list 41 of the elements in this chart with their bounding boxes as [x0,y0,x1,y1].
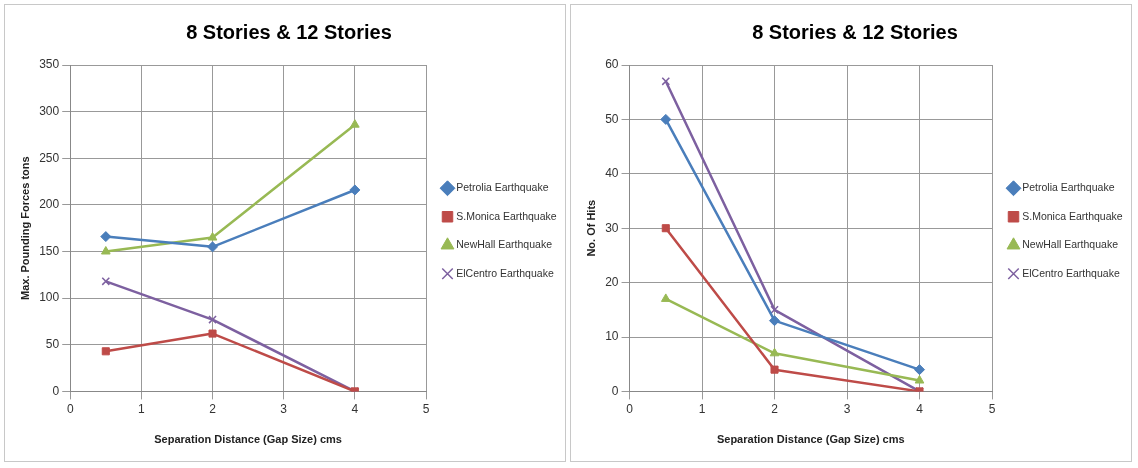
x-tick-label: 4 [351,401,359,416]
y-tick-label: 20 [605,274,619,289]
legend-label: ElCentro Earthquake [456,266,554,279]
legend-label: NewHall Earthquake [456,238,553,251]
x-tick-label: 0 [66,401,74,416]
y-tick-label: 50 [45,337,60,352]
x-tick-label: 2 [771,401,779,416]
x-tick-label: 2 [209,401,217,416]
x-axis-title: Separation Distance (Gap Size) cms [716,433,905,446]
chart-title: 8 Stories & 12 Stories [752,20,958,43]
y-tick-label: 250 [39,150,60,165]
y-tick-label: 300 [39,103,60,118]
y-tick-label: 10 [605,329,619,344]
x-tick-label: 0 [626,401,634,416]
x-tick-label: 5 [422,401,430,416]
y-axis-title: No. Of Hits [584,199,597,257]
y-tick-label: 40 [605,166,619,181]
y-axis-title: Max. Pounding Forces tons [18,156,31,301]
legend-label: Petrolia Earthquake [1022,181,1115,194]
x-tick-label: 4 [916,401,924,416]
chart-title: 8 Stories & 12 Stories [186,20,392,43]
legend-label: ElCentro Earthquake [1022,266,1120,279]
legend-label: Petrolia Earthquake [456,181,549,194]
x-tick-label: 1 [698,401,706,416]
x-tick-label: 1 [138,401,146,416]
legend-label: S.Monica Earthquake [456,209,557,222]
y-tick-label: 200 [39,197,60,212]
y-tick-label: 350 [39,57,60,72]
y-tick-label: 100 [39,290,60,305]
x-tick-label: 3 [280,401,288,416]
y-tick-label: 150 [39,243,60,258]
y-tick-label: 0 [611,383,619,398]
x-tick-label: 3 [843,401,851,416]
y-tick-label: 0 [52,383,60,398]
legend-label: S.Monica Earthquake [1022,209,1123,222]
x-tick-label: 5 [988,401,996,416]
x-axis-title: Separation Distance (Gap Size) cms [154,433,342,446]
y-tick-label: 60 [605,57,619,72]
y-tick-label: 30 [605,220,619,235]
legend-label: NewHall Earthquake [1022,238,1119,251]
y-tick-label: 50 [605,111,619,126]
